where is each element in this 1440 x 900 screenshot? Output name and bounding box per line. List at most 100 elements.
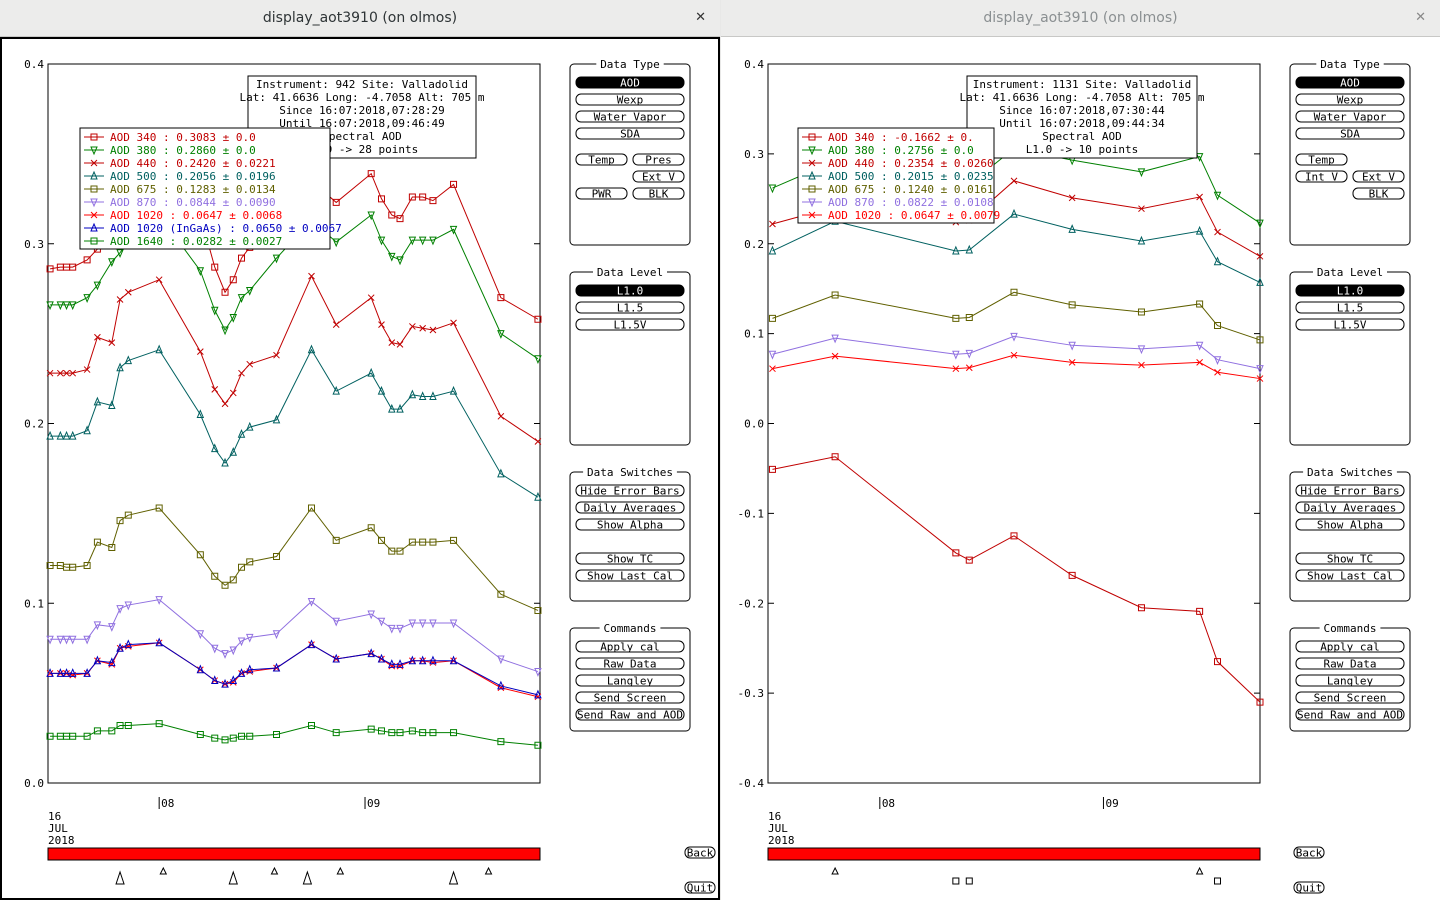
y-tick-label: 0.3	[744, 148, 764, 161]
info-line: Spectral AOD	[1042, 130, 1121, 143]
l15-button[interactable]	[575, 301, 685, 314]
raw-data-button[interactable]	[1295, 657, 1405, 670]
data-point	[108, 727, 116, 735]
langley-button[interactable]	[1295, 674, 1405, 687]
close-icon[interactable]: ✕	[695, 10, 706, 25]
data-point	[56, 635, 65, 645]
l15v-button[interactable]	[575, 318, 685, 331]
close-icon[interactable]: ✕	[1415, 10, 1426, 25]
int-v-button-label: Int V	[1305, 171, 1338, 184]
l10-button[interactable]	[575, 284, 685, 297]
sda-button[interactable]	[575, 127, 685, 140]
data-point	[155, 504, 163, 512]
hide-error-bars-button[interactable]	[575, 484, 685, 497]
data-point	[221, 650, 229, 659]
daily-averages-button-label: Daily Averages	[1304, 502, 1397, 515]
data-point	[238, 369, 245, 377]
legend-symbol	[90, 159, 98, 167]
back-button[interactable]	[684, 846, 716, 859]
data-point	[1068, 571, 1076, 579]
show-last-cal-button[interactable]	[1295, 569, 1405, 582]
data-point	[68, 301, 77, 311]
apply-cal-button[interactable]	[575, 640, 685, 653]
data-point	[388, 339, 396, 346]
data-point	[211, 572, 219, 580]
show-last-cal-button-label: Show Last Cal	[587, 570, 673, 583]
quit-button[interactable]	[1293, 881, 1325, 894]
aod-button-label: AOD	[620, 77, 640, 90]
data-point	[56, 668, 65, 677]
temp-button[interactable]	[1295, 153, 1348, 166]
data-point	[332, 385, 340, 395]
daily-averages-button[interactable]	[575, 501, 685, 514]
info-line: Instrument: 942 Site: Valladolid	[256, 78, 468, 91]
raw-data-button[interactable]	[575, 657, 685, 670]
quit-button[interactable]	[684, 881, 716, 894]
hide-error-bars-button[interactable]	[1295, 484, 1405, 497]
apply-cal-button[interactable]	[1295, 640, 1405, 653]
blk-button[interactable]	[632, 187, 685, 200]
data-point	[1137, 308, 1145, 316]
data-point	[238, 563, 246, 571]
titlebar[interactable]: display_aot3910 (on olmos) ✕	[721, 0, 1440, 37]
show-alpha-button[interactable]	[575, 518, 685, 531]
temp-button[interactable]	[575, 153, 628, 166]
send-screen-button[interactable]	[575, 691, 685, 704]
show-alpha-button[interactable]	[1295, 518, 1405, 531]
data-point	[210, 675, 219, 685]
send-raw-and-aod-button[interactable]	[1295, 708, 1405, 721]
ext-v-button[interactable]	[632, 170, 685, 183]
data-point	[272, 662, 281, 672]
data-switches-panel-title: Data Switches	[587, 466, 673, 479]
blk-button-label: BLK	[1369, 188, 1389, 201]
data-point	[196, 409, 205, 419]
data-point	[93, 538, 101, 546]
pres-button-label: Pres	[645, 154, 672, 167]
data-point	[308, 272, 315, 280]
data-point	[768, 245, 777, 255]
blk-button[interactable]	[1352, 187, 1405, 200]
data-point	[116, 296, 124, 303]
wexp-button[interactable]	[575, 93, 685, 106]
series-line	[50, 599, 539, 673]
water-vapor-button[interactable]	[575, 110, 685, 123]
wexp-button[interactable]	[1295, 93, 1405, 106]
l10-button[interactable]	[1295, 284, 1405, 297]
show-last-cal-button[interactable]	[575, 569, 685, 582]
sda-button-label: SDA	[620, 128, 640, 141]
daily-averages-button[interactable]	[1295, 501, 1405, 514]
pwr-button[interactable]	[575, 187, 628, 200]
y-tick-label: -0.4	[738, 777, 765, 790]
data-point	[62, 635, 71, 645]
daily-averages-button-label: Daily Averages	[584, 502, 677, 515]
window-title: display_aot3910 (on olmos)	[262, 10, 458, 26]
data-point	[93, 727, 101, 735]
send-raw-and-aod-button[interactable]	[575, 708, 685, 721]
aod-button[interactable]	[1295, 76, 1405, 89]
raw-data-button-label: Raw Data	[1324, 658, 1377, 671]
apply-cal-button-label: Apply cal	[1320, 641, 1380, 654]
data-point	[1195, 153, 1204, 162]
ext-v-button[interactable]	[1352, 170, 1405, 183]
legend-symbol	[90, 170, 98, 180]
data-point	[108, 339, 116, 346]
water-vapor-button[interactable]	[1295, 110, 1405, 123]
l15-button[interactable]	[1295, 301, 1405, 314]
langley-button[interactable]	[575, 674, 685, 687]
l15v-button[interactable]	[1295, 318, 1405, 331]
data-point	[116, 517, 124, 525]
titlebar[interactable]: display_aot3910 (on olmos) ✕	[0, 0, 720, 37]
int-v-button[interactable]	[1295, 170, 1348, 183]
data-point	[1196, 300, 1204, 308]
data-point	[116, 642, 124, 652]
sda-button[interactable]	[1295, 127, 1405, 140]
show-tc-button[interactable]	[575, 552, 685, 565]
legend-symbol	[808, 170, 816, 180]
send-screen-button[interactable]	[1295, 691, 1405, 704]
aod-button[interactable]	[575, 76, 685, 89]
back-button[interactable]	[1293, 846, 1325, 859]
pres-button[interactable]	[632, 153, 685, 166]
show-tc-button[interactable]	[1295, 552, 1405, 565]
series-line	[772, 291, 1261, 341]
commands-panel-title: Commands	[1324, 622, 1377, 635]
